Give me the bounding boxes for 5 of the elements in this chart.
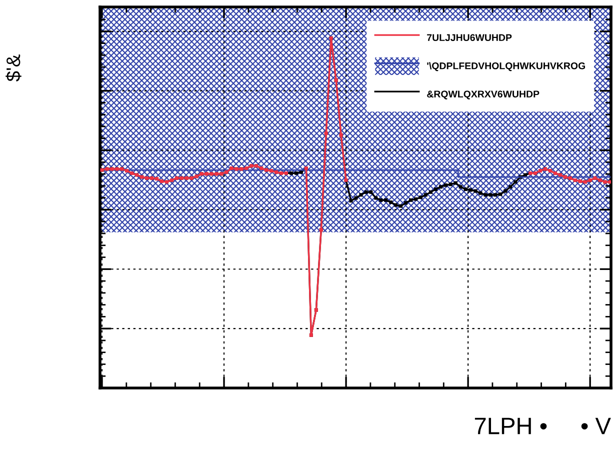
legend-label: 7ULJJHU6WUHDP [427, 34, 512, 42]
legend-label: &RQWLQXRXV6WUHDP [427, 90, 540, 100]
y-axis-title: $'& [6, 54, 22, 82]
legend-label: '\QDPLFEDVHOLQHWKUHVKROG [427, 62, 585, 72]
x-axis-title: 7LPH • • V [474, 418, 611, 434]
